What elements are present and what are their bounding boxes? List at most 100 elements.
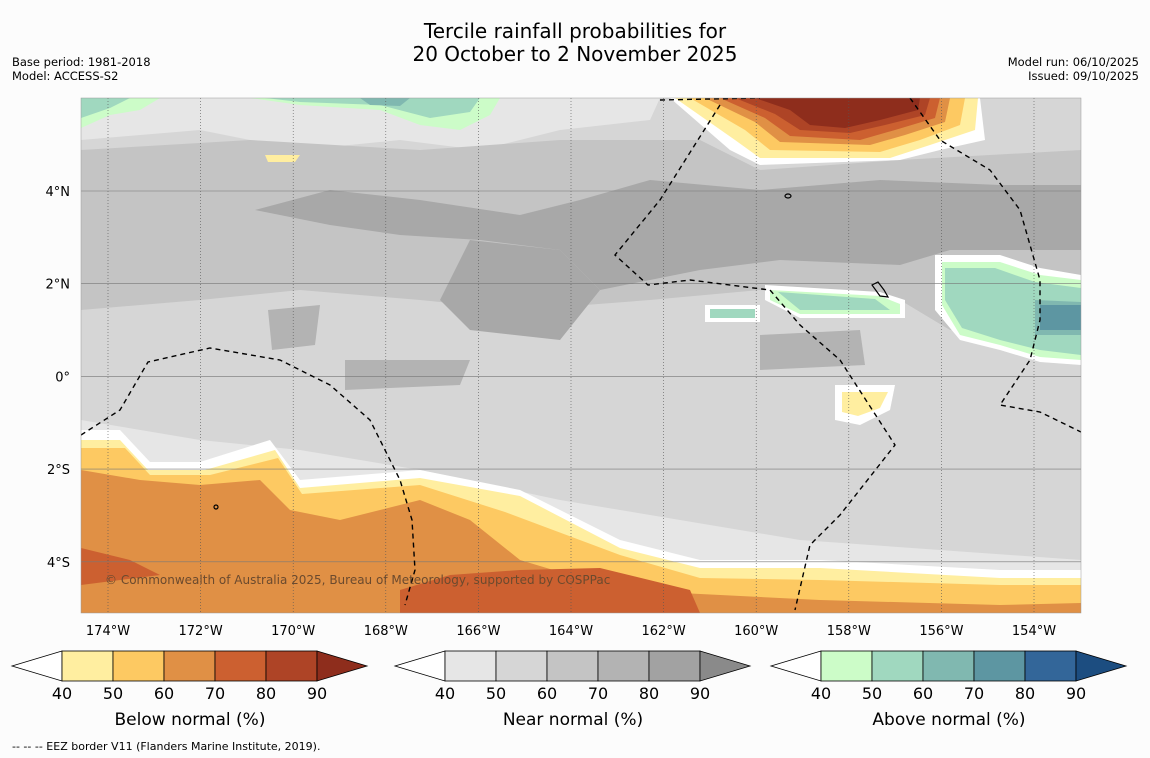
longitude-label: 164°W	[549, 624, 593, 639]
model-run: Model run: 06/10/2025	[1007, 55, 1139, 69]
above-normal-60-nw	[81, 98, 130, 118]
colorbar-segment	[871, 650, 924, 682]
colorbar-tick-label: 70	[204, 684, 226, 703]
above-normal-80-east	[1040, 305, 1081, 330]
meta-right: Model run: 06/10/2025 Issued: 09/10/2025	[1008, 55, 1139, 83]
model-name: Model: ACCESS-S2	[12, 69, 119, 83]
colorbar-segment	[112, 650, 165, 682]
below-normal-40-small	[265, 155, 300, 162]
colorbar-tick-label: 80	[255, 684, 277, 703]
colorbar-tick-label: 80	[638, 684, 660, 703]
colorbar-tick-label: 50	[485, 684, 507, 703]
colorbar-segment	[61, 650, 114, 682]
longitude-labels: 174°W 172°W 170°W 168°W 166°W 164°W 162°W 160°W…	[86, 624, 1056, 639]
colorbar-tick-label: 80	[1014, 684, 1036, 703]
colorbar-arrow-high	[316, 650, 369, 682]
gridlines	[81, 98, 1081, 613]
below-normal-60-south	[81, 470, 1081, 613]
near-normal-70-blob	[268, 305, 320, 350]
map-field	[81, 98, 1081, 613]
latitude-label: 2°N	[46, 278, 71, 293]
colorbar-tick-label: 60	[153, 684, 175, 703]
colorbar-tick-label: 50	[102, 684, 124, 703]
colorbar-above	[769, 650, 1128, 682]
colorbar-arrow-high	[1075, 650, 1128, 682]
below-normal-90-ne	[755, 98, 920, 128]
latitude-label: 4°S	[47, 556, 70, 571]
colorbar-arrow-low	[393, 650, 446, 682]
colorbar-segment	[922, 650, 975, 682]
longitude-label: 174°W	[86, 624, 130, 639]
near-normal-40-band	[81, 98, 660, 150]
colorbar-segment	[973, 650, 1026, 682]
latitude-label: 2°S	[47, 463, 70, 478]
above-normal-70-north	[360, 98, 410, 106]
colorbar-tick-label: 70	[587, 684, 609, 703]
colorbar-segment	[597, 650, 650, 682]
above-normal-60-north	[265, 98, 480, 118]
colorbar-above-label: Above normal (%)	[872, 710, 1026, 730]
latitude-label: 4°N	[46, 185, 71, 200]
longitude-label: 166°W	[456, 624, 500, 639]
below-normal-40-blob	[842, 392, 888, 416]
longitude-label: 162°W	[642, 624, 686, 639]
colorbar-tick-label: 90	[689, 684, 711, 703]
colorbar-arrow-low	[10, 650, 63, 682]
longitude-label: 170°W	[271, 624, 315, 639]
colorbar-below-label: Below normal (%)	[114, 710, 266, 730]
near-normal-80-band	[255, 180, 1081, 290]
below-normal-70-south	[400, 568, 700, 613]
base-period: Base period: 1981-2018	[12, 55, 151, 69]
colorbar-tick-label: 90	[306, 684, 328, 703]
colorbar-segment	[444, 650, 497, 682]
colorbar-tick-label: 50	[861, 684, 883, 703]
colorbar-arrow-low	[769, 650, 822, 682]
colorbar-segment	[163, 650, 216, 682]
colorbar-segment	[214, 650, 267, 682]
near-normal-80-blob	[440, 240, 600, 340]
near-normal-70-blob-3	[760, 330, 865, 370]
above-normal-60-center	[778, 292, 890, 310]
colorbar-near	[393, 650, 752, 682]
colorbar-tick-label: 40	[810, 684, 832, 703]
longitude-label: 172°W	[179, 624, 223, 639]
colorbar-tick-label: 70	[963, 684, 985, 703]
colorbar-tick-label: 40	[51, 684, 73, 703]
longitude-label: 154°W	[1012, 624, 1056, 639]
eez-border-central	[614, 98, 896, 611]
colorbar-segment	[265, 650, 318, 682]
colorbar-segment	[546, 650, 599, 682]
island-outline	[871, 281, 890, 298]
above-normal-60-west-strip	[710, 309, 755, 318]
colorbar-near-label: Near normal (%)	[502, 710, 644, 730]
colorbar-below	[10, 650, 369, 682]
eez-border-east	[909, 98, 1081, 433]
copyright-text: © Commonwealth of Australia 2025, Bureau…	[105, 573, 610, 587]
colorbar-tick-label: 40	[434, 684, 456, 703]
island-outline-3	[213, 504, 219, 510]
footnote: -- -- -- EEZ border V11 (Flanders Marine…	[12, 740, 321, 753]
colorbar-tick-label: 60	[536, 684, 558, 703]
longitude-label: 158°W	[827, 624, 871, 639]
colorbar-segment	[820, 650, 873, 682]
longitude-label: 168°W	[364, 624, 408, 639]
latitude-labels: 4°N 2°N 0° 2°S 4°S	[46, 185, 71, 571]
longitude-label: 156°W	[919, 624, 963, 639]
meta-left: Base period: 1981-2018 Model: ACCESS-S2	[12, 55, 151, 83]
longitude-label: 160°W	[734, 624, 778, 639]
issued-date: Issued: 09/10/2025	[1028, 69, 1139, 83]
title-line-1: Tercile rainfall probabilities for	[423, 19, 727, 43]
eez-border-west	[81, 347, 416, 606]
colorbar-segment	[648, 650, 701, 682]
colorbar-tick-label: 90	[1065, 684, 1087, 703]
map-frame	[80, 97, 1082, 614]
near-normal-70-blob-2	[345, 360, 470, 390]
island-outline-2	[784, 193, 792, 199]
colorbar-tick-label: 60	[912, 684, 934, 703]
colorbar-arrow-high	[699, 650, 752, 682]
chart-title: Tercile rainfall probabilities for 20 Oc…	[0, 20, 1150, 66]
rainfall-map: © Commonwealth of Australia 2025, Bureau…	[46, 97, 1082, 639]
latitude-label: 0°	[55, 370, 70, 385]
colorbar-segment	[495, 650, 548, 682]
below-normal-70-sw	[81, 548, 160, 585]
